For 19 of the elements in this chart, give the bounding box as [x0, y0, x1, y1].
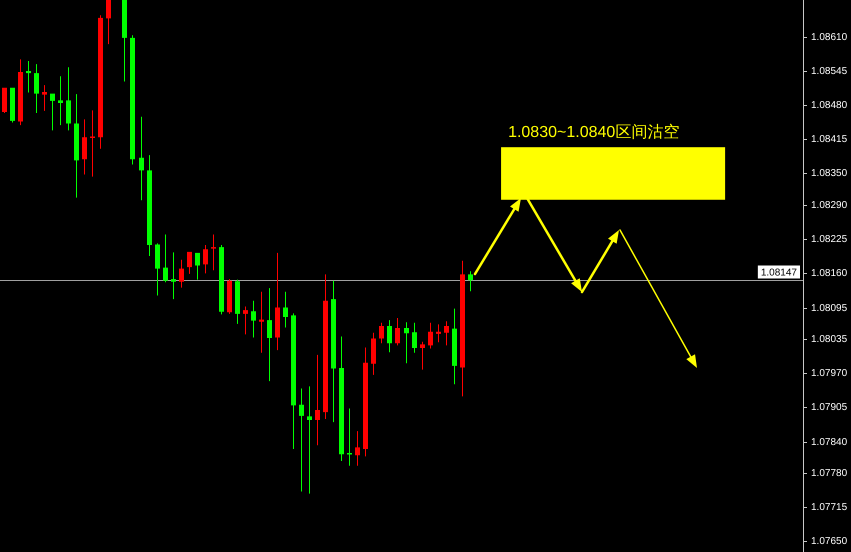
y-tick-label: 1.07840 — [811, 437, 848, 448]
y-tick-label: 1.08415 — [811, 134, 848, 145]
y-tick-label: 1.08480 — [811, 100, 848, 111]
y-tick-label: 1.08225 — [811, 234, 848, 245]
y-tick-label: 1.08290 — [811, 200, 848, 211]
y-tick-label: 1.08095 — [811, 303, 848, 314]
y-tick-label: 1.07780 — [811, 468, 848, 479]
ref-line-label: 1.08147 — [760, 268, 798, 278]
y-tick-label: 1.08610 — [811, 32, 848, 43]
y-tick-label: 1.08160 — [811, 268, 848, 279]
y-tick-label: 1.08545 — [811, 66, 848, 77]
y-tick-label: 1.08350 — [811, 168, 848, 179]
y-tick-label: 1.07905 — [811, 402, 848, 413]
band-label: 1.0830~1.0840区间沽空 — [508, 124, 680, 142]
y-tick-label: 1.08035 — [811, 334, 848, 345]
y-tick-label: 1.07970 — [811, 368, 848, 379]
y-tick-label: 1.07715 — [811, 502, 848, 513]
y-tick-label: 1.07650 — [811, 536, 848, 547]
ref-line-label: 1.08147 — [758, 266, 800, 278]
